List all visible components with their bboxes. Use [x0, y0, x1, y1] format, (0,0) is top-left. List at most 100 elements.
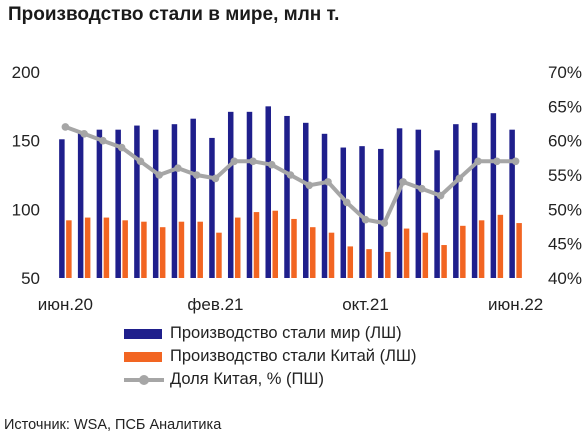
x-tick-label: июн.20 [38, 295, 93, 314]
legend-swatch-world [124, 329, 162, 339]
share-point-19 [418, 184, 426, 193]
bar-china-24 [516, 223, 522, 278]
bar-china-2 [103, 217, 110, 278]
bar-china-6 [178, 221, 185, 278]
share-point-11 [267, 160, 276, 169]
right-axis: 40% 45% 50% 55% 60% 65% 70% [548, 63, 582, 288]
share-point-6 [174, 164, 182, 172]
bar-world-11 [265, 106, 271, 278]
bar-world-17 [378, 148, 384, 278]
share-point-1 [80, 130, 88, 138]
share-point-16 [361, 215, 370, 224]
bar-world-16 [359, 146, 365, 278]
right-tick-label: 55% [548, 166, 582, 185]
bar-world-0 [59, 139, 65, 278]
right-tick-label: 50% [548, 200, 582, 219]
world-production-bars [59, 106, 515, 279]
bar-world-21 [453, 124, 459, 278]
legend-marker-share [139, 375, 149, 385]
right-tick-label: 70% [548, 63, 582, 82]
bar-world-23 [490, 113, 497, 278]
x-tick-label: фев.21 [187, 295, 243, 314]
bar-china-16 [366, 249, 372, 278]
x-axis: июн.20 фев.21 окт.21 июн.22 [38, 295, 544, 314]
bar-china-21 [460, 225, 466, 278]
share-point-24 [511, 157, 520, 166]
bar-china-23 [497, 214, 504, 278]
bar-china-20 [441, 245, 447, 278]
share-point-8 [211, 174, 220, 183]
right-tick-label: 65% [548, 97, 582, 116]
bar-world-12 [284, 115, 290, 279]
bar-world-7 [190, 118, 196, 279]
share-point-2 [99, 136, 107, 145]
bar-china-5 [159, 227, 166, 278]
legend-label-china: Производство стали Китай (ЛШ) [170, 347, 417, 365]
bar-china-7 [197, 221, 203, 278]
bar-china-3 [122, 220, 128, 278]
bar-china-14 [328, 232, 335, 278]
left-tick-label: 200 [12, 63, 40, 82]
share-point-23 [493, 157, 501, 166]
share-point-20 [436, 191, 445, 200]
bar-world-8 [209, 137, 215, 278]
bar-china-8 [216, 232, 222, 278]
bar-world-20 [434, 150, 440, 278]
share-point-0 [61, 123, 70, 131]
bar-world-14 [321, 133, 328, 278]
bar-china-1 [84, 217, 91, 278]
legend-label-world: Производство стали мир (ЛШ) [170, 324, 402, 342]
bar-world-5 [152, 129, 159, 278]
bar-world-3 [115, 129, 121, 278]
share-point-17 [380, 219, 389, 227]
left-axis: 50 100 150 200 [12, 63, 40, 288]
bar-world-4 [134, 125, 140, 278]
chart-title: Производство стали в мире, млн т. [8, 4, 340, 25]
bar-world-10 [246, 111, 253, 279]
bar-world-24 [509, 129, 515, 278]
bar-world-9 [227, 111, 234, 279]
x-tick-label: окт.21 [342, 295, 389, 314]
legend-label-share: Доля Китая, % (ПШ) [170, 370, 325, 388]
bar-china-22 [478, 220, 485, 278]
share-point-13 [305, 181, 314, 190]
bar-china-10 [253, 212, 260, 278]
share-point-15 [342, 198, 351, 207]
share-point-14 [324, 178, 332, 186]
legend-swatch-china [124, 352, 162, 362]
bar-world-2 [96, 129, 103, 278]
bar-world-13 [303, 122, 309, 279]
bar-world-15 [340, 147, 347, 278]
bar-china-13 [310, 227, 316, 278]
bar-china-18 [403, 228, 410, 278]
share-point-5 [155, 171, 163, 179]
bar-world-19 [415, 129, 422, 278]
bar-china-15 [347, 246, 354, 278]
share-point-4 [136, 157, 145, 166]
share-point-7 [192, 171, 201, 179]
china-share-line [61, 123, 520, 227]
x-tick-label: июн.22 [488, 295, 543, 314]
bar-china-17 [385, 251, 391, 278]
china-production-bars [66, 210, 522, 278]
bar-china-12 [291, 218, 297, 278]
share-point-18 [399, 178, 407, 186]
bar-china-11 [272, 210, 278, 278]
bar-china-4 [141, 221, 147, 278]
bar-world-1 [77, 131, 84, 278]
bar-world-22 [471, 122, 478, 279]
bar-world-6 [171, 124, 178, 278]
bar-china-19 [422, 232, 429, 278]
left-tick-label: 100 [12, 200, 40, 219]
share-point-3 [117, 143, 126, 152]
left-tick-label: 50 [21, 269, 40, 288]
share-point-12 [286, 171, 295, 179]
right-tick-label: 60% [548, 132, 582, 151]
steel-production-chart: 50 100 150 200 40% 45% 50% 55% 60% 65% 70% июн.20… [12, 63, 582, 314]
bar-china-0 [66, 220, 72, 278]
right-tick-label: 45% [548, 235, 582, 254]
share-point-22 [474, 157, 482, 166]
bar-china-9 [234, 217, 241, 278]
share-point-21 [455, 174, 464, 183]
share-point-10 [249, 157, 257, 166]
